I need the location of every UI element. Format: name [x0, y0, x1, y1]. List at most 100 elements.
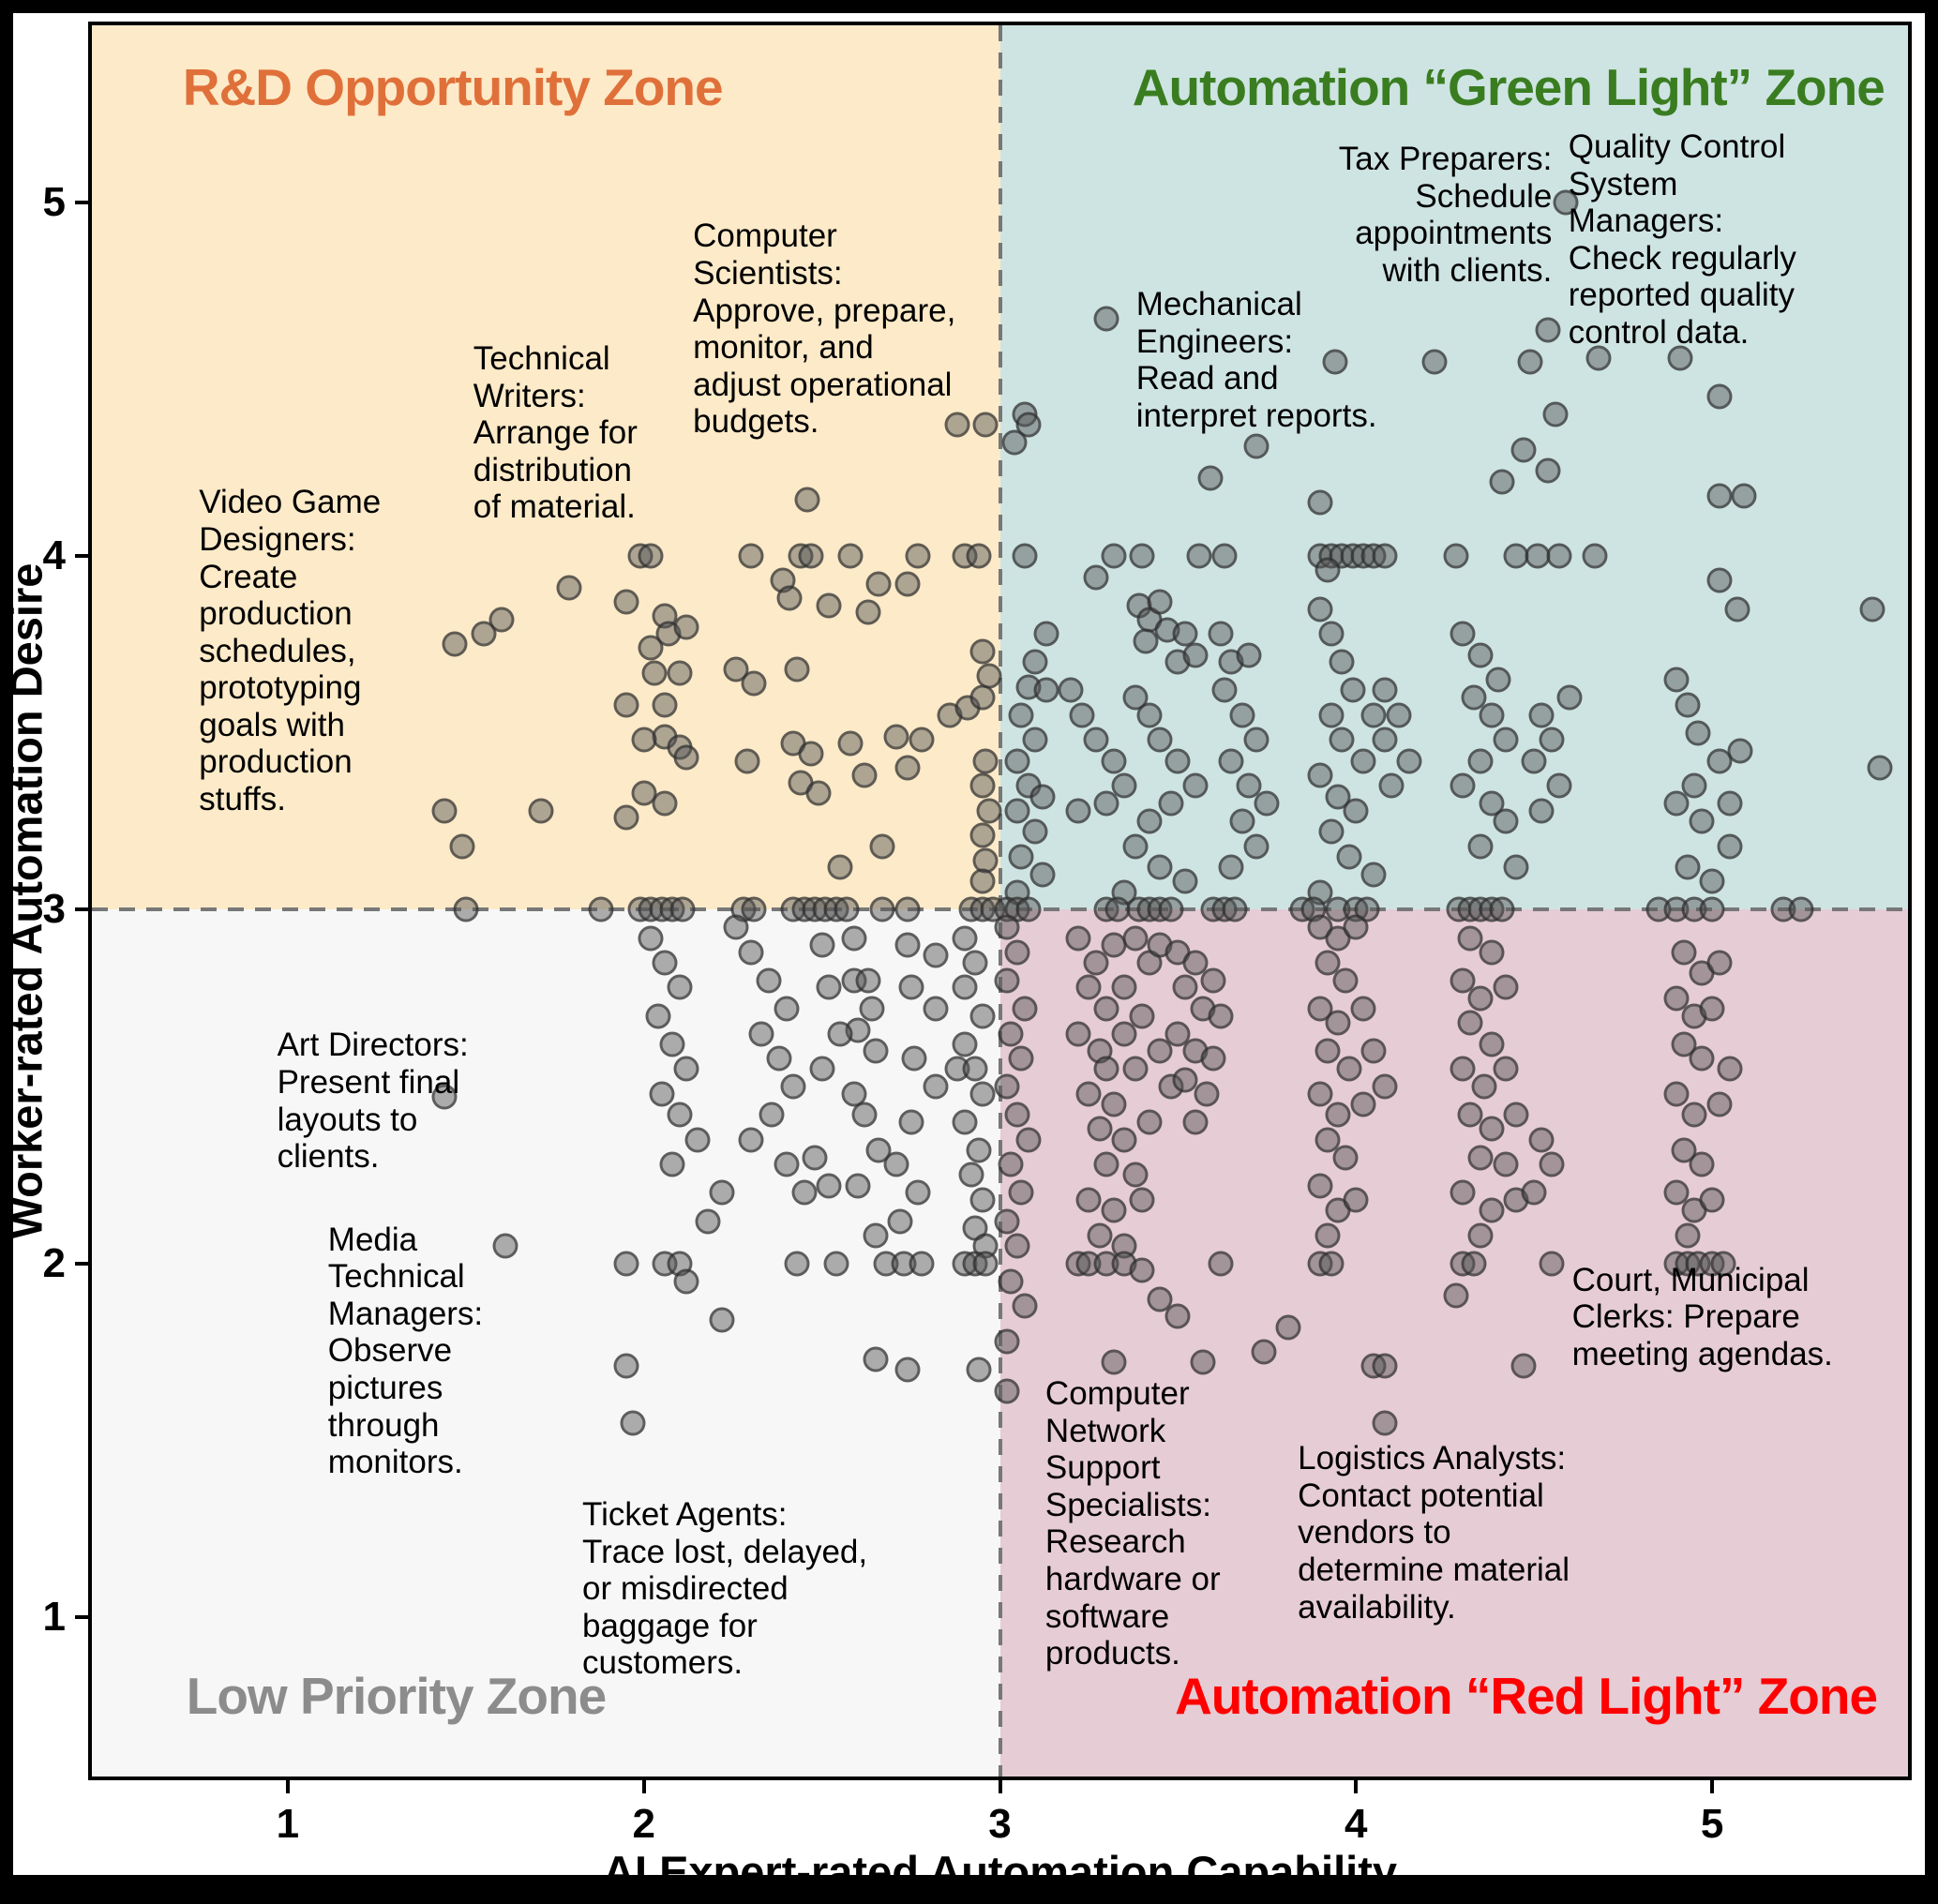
data-point — [1307, 1173, 1333, 1199]
data-point — [1318, 818, 1345, 845]
x-axis-label: AI Expert-rated Automation Capability — [603, 1847, 1397, 1897]
data-point — [1542, 401, 1569, 427]
y-tick-mark — [75, 554, 92, 559]
data-point — [659, 1031, 685, 1057]
data-point — [774, 996, 800, 1022]
data-point — [766, 1045, 792, 1072]
data-point — [1164, 1303, 1191, 1329]
data-point — [620, 1410, 646, 1436]
data-point — [1450, 772, 1476, 799]
data-point — [774, 1151, 800, 1177]
data-point — [1101, 1091, 1127, 1117]
data-point — [976, 663, 1002, 689]
data-point — [1717, 790, 1743, 817]
data-point — [1012, 996, 1038, 1022]
data-point — [1350, 1091, 1376, 1117]
data-point — [1101, 1197, 1127, 1223]
data-point — [1503, 854, 1529, 880]
data-point — [1236, 642, 1262, 668]
data-point — [865, 571, 892, 597]
data-point — [966, 1137, 992, 1163]
data-point — [1663, 1081, 1690, 1107]
data-point — [1699, 996, 1725, 1022]
data-point — [1136, 702, 1163, 728]
data-point — [791, 1179, 818, 1206]
data-point — [1689, 1151, 1715, 1177]
y-tick-label: 2 — [42, 1239, 66, 1286]
data-point — [1671, 939, 1697, 966]
data-point — [1372, 543, 1398, 569]
data-point — [673, 744, 699, 771]
data-point — [1535, 317, 1561, 343]
data-point — [1172, 868, 1198, 894]
data-point — [1329, 649, 1355, 675]
data-point — [845, 1173, 871, 1199]
data-point — [1218, 854, 1244, 880]
data-point — [1136, 808, 1163, 834]
data-point — [972, 1251, 999, 1277]
data-point — [1479, 702, 1505, 728]
data-point — [998, 1268, 1024, 1295]
data-point — [613, 1353, 639, 1379]
data-point — [1322, 349, 1348, 374]
data-point — [638, 925, 664, 952]
data-point — [1717, 833, 1743, 859]
data-point — [998, 1021, 1024, 1046]
data-point — [1663, 790, 1690, 817]
data-point — [1093, 1151, 1119, 1177]
data-point — [816, 1173, 842, 1199]
data-point — [851, 762, 878, 788]
data-point — [901, 1045, 927, 1072]
data-point — [998, 1151, 1024, 1177]
data-point — [969, 868, 995, 894]
data-point — [1004, 1233, 1030, 1259]
data-point — [1218, 748, 1244, 774]
y-tick-mark — [75, 200, 92, 204]
data-point — [794, 487, 820, 513]
data-point — [1457, 1102, 1483, 1128]
data-point — [816, 974, 842, 1000]
data-point — [1675, 692, 1701, 718]
data-point — [1004, 798, 1030, 824]
data-point — [841, 925, 867, 952]
data-point — [1004, 1102, 1030, 1128]
zone-label-low-priority: Low Priority Zone — [186, 1667, 607, 1726]
data-point — [805, 780, 832, 806]
data-point — [1731, 483, 1757, 509]
y-tick-label: 5 — [42, 178, 66, 225]
data-point — [1457, 925, 1483, 952]
data-point — [1129, 543, 1155, 569]
data-point — [1421, 349, 1448, 374]
data-point — [1307, 996, 1333, 1022]
data-point — [905, 543, 931, 569]
data-point — [1479, 1197, 1505, 1223]
annotation-computer-scientists: Computer Scientists: Approve, prepare, m… — [693, 217, 956, 441]
data-point — [1867, 755, 1893, 781]
data-point — [966, 543, 992, 569]
data-point — [1727, 738, 1753, 764]
data-point — [969, 684, 995, 711]
data-point — [645, 1003, 671, 1029]
data-point — [1493, 1056, 1519, 1082]
data-point — [1307, 762, 1333, 788]
data-point — [741, 670, 767, 697]
data-point — [431, 1084, 458, 1110]
data-point — [1443, 543, 1469, 569]
data-point — [1457, 1010, 1483, 1036]
data-point — [1471, 1073, 1497, 1100]
data-point — [894, 571, 921, 597]
data-point — [1129, 1187, 1155, 1213]
data-point — [1022, 649, 1048, 675]
data-point — [1859, 596, 1885, 622]
data-point — [1689, 808, 1715, 834]
data-point — [841, 1081, 867, 1107]
data-point — [869, 833, 895, 859]
data-point — [1243, 833, 1269, 859]
data-point — [1372, 1410, 1398, 1436]
data-point — [1706, 483, 1733, 509]
data-point — [1467, 642, 1494, 668]
zone-label-green-light: Automation “Green Light” Zone — [1132, 57, 1885, 116]
zone-label-red-light: Automation “Red Light” Zone — [1175, 1667, 1878, 1726]
data-point — [1467, 833, 1494, 859]
data-point — [1200, 1045, 1226, 1072]
